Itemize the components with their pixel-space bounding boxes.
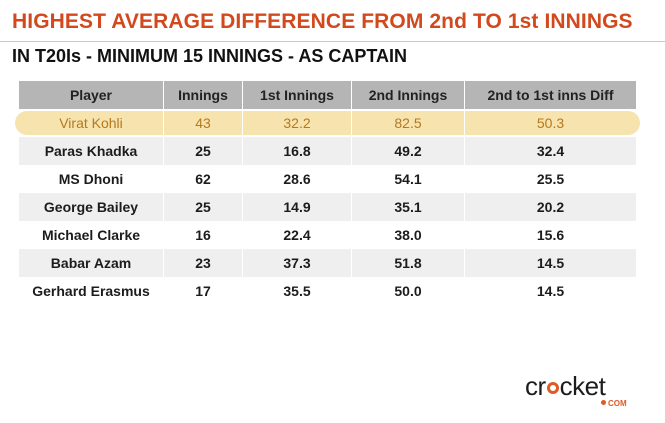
logo-wordmark: cr cket [525, 371, 606, 402]
cell-diff: 32.4 [465, 137, 636, 165]
cell-1st-innings: 37.3 [243, 249, 352, 277]
cell-innings: 17 [164, 277, 243, 305]
table-row-highlighted: Virat Kohli 43 32.2 82.5 50.3 [15, 109, 640, 137]
cell-2nd-innings: 38.0 [352, 221, 465, 249]
cell-innings: 62 [164, 165, 243, 193]
cell-innings: 25 [164, 137, 243, 165]
dot-icon [601, 400, 606, 405]
cell-player: Babar Azam [19, 249, 164, 277]
cell-1st-innings: 28.6 [243, 165, 352, 193]
cell-diff: 14.5 [465, 277, 636, 305]
stats-table: Player Innings 1st Innings 2nd Innings 2… [15, 81, 640, 305]
cell-diff: 50.3 [536, 115, 565, 131]
cell-player: Michael Clarke [19, 221, 164, 249]
cell-2nd-innings: 82.5 [352, 109, 465, 137]
cell-1st-innings: 32.2 [243, 109, 352, 137]
cell-innings: 23 [164, 249, 243, 277]
cricket-com-logo: cr cket COM [525, 371, 640, 411]
cell-2nd-innings: 51.8 [352, 249, 465, 277]
cell-1st-innings: 22.4 [243, 221, 352, 249]
logo-text-start: cr [525, 371, 546, 401]
title-divider [0, 41, 665, 42]
cell-diff: 15.6 [465, 221, 636, 249]
cell-1st-innings: 16.8 [243, 137, 352, 165]
chart-subtitle: IN T20Is - MINIMUM 15 INNINGS - AS CAPTA… [12, 46, 408, 66]
table-row: Paras Khadka 25 16.8 49.2 32.4 [19, 137, 636, 165]
cell-innings: 25 [164, 193, 243, 221]
cell-player: MS Dhoni [19, 165, 164, 193]
cell-innings: 43 [164, 109, 243, 137]
cell-1st-innings: 35.5 [243, 277, 352, 305]
table-row: George Bailey 25 14.9 35.1 20.2 [19, 193, 636, 221]
column-header-1st-innings: 1st Innings [243, 81, 352, 109]
cell-2nd-innings: 49.2 [352, 137, 465, 165]
table-row: Gerhard Erasmus 17 35.5 50.0 14.5 [19, 277, 636, 305]
highlight-pill [15, 111, 640, 135]
cell-player: Virat Kohli [19, 109, 164, 137]
cell-2nd-innings: 35.1 [352, 193, 465, 221]
table-row: MS Dhoni 62 28.6 54.1 25.5 [19, 165, 636, 193]
chart-title: HIGHEST AVERAGE DIFFERENCE FROM 2nd TO 1… [12, 10, 633, 33]
logo-sub-text: COM [608, 399, 627, 408]
table-header-row: Player Innings 1st Innings 2nd Innings 2… [19, 81, 636, 109]
table-row: Michael Clarke 16 22.4 38.0 15.6 [19, 221, 636, 249]
cell-diff: 25.5 [465, 165, 636, 193]
cell-diff: 14.5 [465, 249, 636, 277]
cell-1st-innings: 14.9 [243, 193, 352, 221]
cell-diff: 20.2 [465, 193, 636, 221]
cell-2nd-innings: 54.1 [352, 165, 465, 193]
cell-innings: 16 [164, 221, 243, 249]
cell-player: Paras Khadka [19, 137, 164, 165]
column-header-2nd-innings: 2nd Innings [352, 81, 465, 109]
cricket-ball-icon [546, 382, 559, 394]
logo-text-end: cket [559, 371, 606, 401]
cell-2nd-innings: 50.0 [352, 277, 465, 305]
column-header-diff: 2nd to 1st inns Diff [465, 81, 636, 109]
cell-player: Gerhard Erasmus [19, 277, 164, 305]
table-row: Babar Azam 23 37.3 51.8 14.5 [19, 249, 636, 277]
cell-player: George Bailey [19, 193, 164, 221]
logo-domain: COM [601, 399, 627, 408]
column-header-innings: Innings [164, 81, 243, 109]
column-header-player: Player [19, 81, 164, 109]
